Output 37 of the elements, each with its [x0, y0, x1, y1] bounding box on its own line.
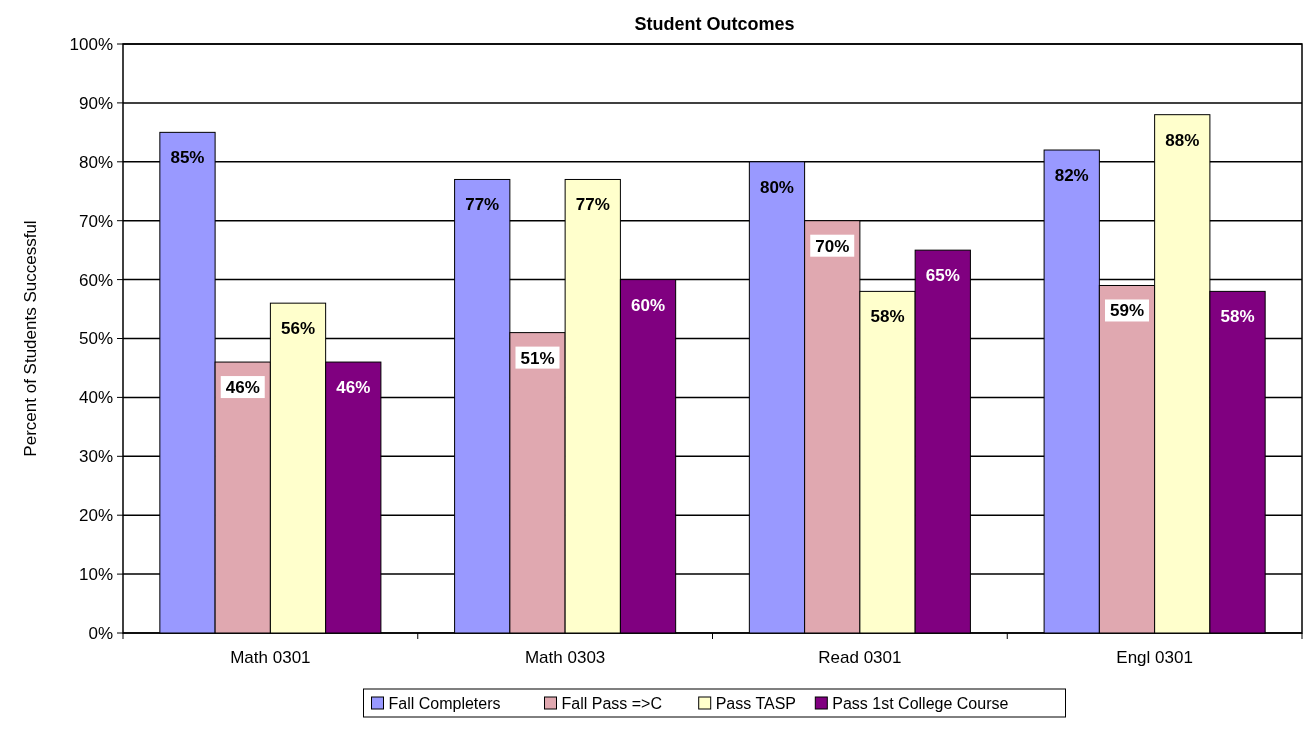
data-label: 88% — [1165, 130, 1200, 150]
data-label: 56% — [280, 319, 316, 339]
y-tick-label: 30% — [78, 447, 113, 467]
chart-title: Student Outcomes — [634, 14, 795, 34]
y-tick-label: 40% — [78, 388, 113, 408]
data-label: 46% — [225, 378, 260, 398]
legend-label: Pass TASP — [715, 695, 797, 712]
data-label: 46% — [336, 378, 371, 398]
x-tick-label: Read 0301 — [818, 648, 902, 667]
data-label: 82% — [1054, 166, 1089, 186]
x-tick-label: Math 0301 — [230, 648, 311, 667]
y-tick-label: 90% — [78, 93, 113, 113]
data-label: 77% — [465, 195, 500, 215]
data-label: 58% — [870, 307, 905, 327]
data-label: 59% — [1109, 301, 1145, 321]
x-tick-label: Math 0303 — [524, 648, 606, 667]
y-axis-title: Percent of Students Successful — [21, 220, 40, 457]
data-label: 58% — [1220, 307, 1255, 327]
x-tick-label: Engl 0301 — [1116, 648, 1193, 667]
y-tick-label: 20% — [78, 506, 113, 526]
data-label: 80% — [759, 177, 794, 197]
y-tick-label: 60% — [78, 270, 113, 290]
y-tick-label: 100% — [69, 34, 113, 54]
data-label: 77% — [575, 195, 610, 215]
legend-label: Fall Pass =>C — [561, 695, 662, 712]
data-label: 60% — [631, 295, 666, 315]
data-label: 65% — [925, 266, 960, 286]
data-label: 70% — [815, 236, 850, 256]
y-tick-label: 0% — [88, 623, 113, 643]
y-tick-label: 10% — [78, 565, 113, 585]
legend-label: Fall Completers — [388, 695, 501, 712]
data-label: 51% — [520, 348, 555, 368]
y-tick-label: 70% — [78, 211, 113, 231]
data-label: 85% — [170, 148, 205, 168]
legend-label: Pass 1st College Course — [832, 695, 1009, 712]
y-tick-label: 50% — [78, 329, 113, 349]
y-tick-label: 80% — [78, 152, 113, 172]
